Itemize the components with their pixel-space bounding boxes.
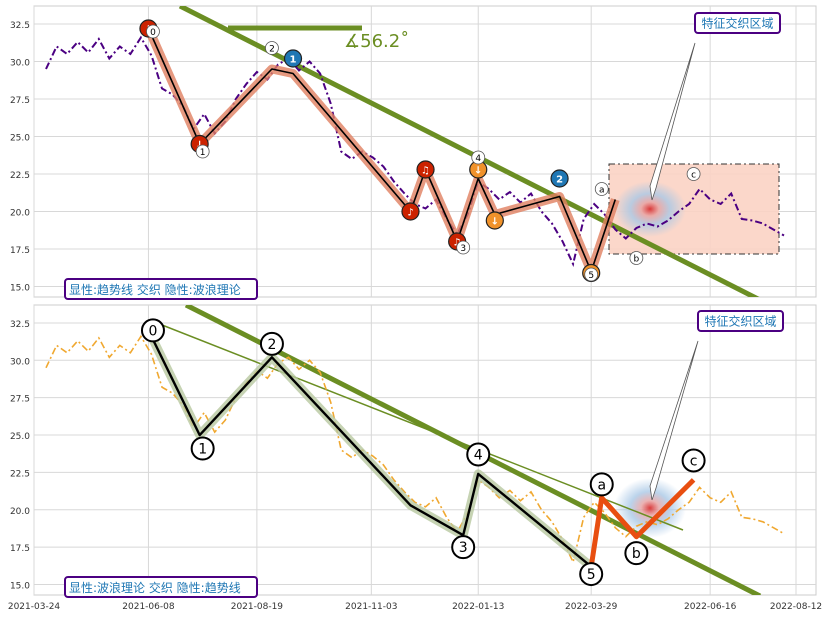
feature-hotspot bbox=[614, 478, 686, 538]
y-tick-label: 30.0 bbox=[10, 357, 30, 367]
abc-correction-line bbox=[588, 478, 696, 567]
annotation-box bbox=[64, 278, 258, 300]
wave-label-marker bbox=[624, 541, 649, 566]
down-arrow-icon-glyph: ↓ bbox=[491, 217, 499, 228]
wave-label: 5 bbox=[588, 271, 594, 281]
wave-label: c bbox=[690, 453, 698, 469]
down-arrow-icon-glyph: ↓ bbox=[474, 166, 482, 177]
wave-label: 1 bbox=[198, 442, 207, 458]
wave-label-marker bbox=[686, 167, 701, 181]
y-tick-label: 32.5 bbox=[10, 21, 30, 31]
y-tick-label: 25.0 bbox=[10, 134, 30, 144]
wave-label-marker bbox=[195, 144, 210, 159]
x-tick-label: 2021-11-03 bbox=[345, 602, 397, 612]
wave-label: 3 bbox=[460, 244, 466, 254]
wave-line bbox=[147, 28, 617, 273]
feature-label: 特征交织区域 bbox=[704, 314, 776, 329]
wave-one-badge bbox=[283, 49, 303, 68]
wave-one-badge-glyph: 1 bbox=[290, 55, 297, 66]
wave-label-marker bbox=[451, 535, 476, 560]
wave-line bbox=[147, 329, 592, 568]
y-tick-label: 20.0 bbox=[10, 209, 30, 219]
wave-label: 2 bbox=[267, 337, 276, 353]
annotation-text: 显性:波浪理论 交织 隐性:趋势线 bbox=[69, 580, 241, 595]
x-tick-label: 2021-08-19 bbox=[231, 602, 284, 612]
feature-label-box bbox=[697, 310, 784, 332]
angle-label: ∡56.2˚ bbox=[344, 31, 409, 52]
x-tick-label: 2021-03-24 bbox=[8, 602, 61, 612]
wave-label-marker bbox=[681, 448, 706, 473]
wave-label: a bbox=[599, 186, 605, 196]
wave-two-badge bbox=[550, 169, 569, 188]
y-tick-label: 22.5 bbox=[10, 171, 30, 181]
feature-hotspot bbox=[614, 181, 686, 237]
music-note-icon bbox=[401, 202, 420, 221]
wave-two-badge-glyph: 2 bbox=[556, 175, 563, 186]
wave-label: 3 bbox=[459, 540, 468, 556]
wave-label-marker bbox=[140, 318, 165, 343]
y-tick-label: 30.0 bbox=[10, 59, 30, 69]
wave-label-marker bbox=[589, 472, 614, 497]
y-tick-label: 17.5 bbox=[10, 544, 30, 554]
wave-label-marker bbox=[594, 182, 609, 196]
wave-label: b bbox=[632, 546, 641, 562]
wave-label-marker bbox=[584, 267, 599, 282]
wave-label-marker bbox=[265, 41, 279, 55]
wave-label-marker bbox=[259, 331, 284, 356]
wave-label-marker bbox=[190, 436, 215, 461]
wave-label: 4 bbox=[474, 447, 483, 463]
y-tick-label: 17.5 bbox=[10, 246, 30, 256]
wave-label-marker bbox=[146, 24, 160, 39]
wave-label: 2 bbox=[269, 45, 275, 55]
x-tick-label: 2022-03-29 bbox=[565, 602, 618, 612]
wave-label: 0 bbox=[150, 28, 156, 38]
wave-label-marker bbox=[629, 251, 644, 265]
trendline bbox=[178, 6, 760, 297]
y-tick-label: 32.5 bbox=[10, 320, 30, 330]
wave-label: b bbox=[634, 255, 640, 265]
wave-label: 0 bbox=[149, 323, 158, 339]
x-tick-label: 2021-06-08 bbox=[122, 602, 175, 612]
x-tick-label: 2022-06-16 bbox=[684, 602, 737, 612]
price-series-line bbox=[45, 334, 785, 565]
wave-label: 1 bbox=[200, 148, 206, 158]
wave-label: 5 bbox=[587, 567, 596, 583]
top-panel: 15.017.520.022.525.027.530.032.5↓↓1♪♫♫↓↓… bbox=[10, 5, 817, 300]
x-tick-label: 2022-08-12 bbox=[770, 602, 822, 612]
channel-line bbox=[156, 322, 684, 531]
feature-label: 特征交织区域 bbox=[701, 16, 773, 31]
wave-label: c bbox=[691, 171, 696, 181]
annotation-box bbox=[64, 576, 258, 598]
music-note-icon-glyph: ♫ bbox=[453, 238, 462, 249]
music-note-icon bbox=[416, 160, 435, 179]
y-tick-label: 15.0 bbox=[10, 582, 30, 592]
feature-label-box bbox=[694, 12, 781, 34]
wave-label-marker bbox=[456, 240, 471, 255]
music-note-icon-glyph: ♫ bbox=[421, 166, 430, 177]
y-tick-label: 27.5 bbox=[10, 395, 30, 405]
y-tick-label: 22.5 bbox=[10, 469, 30, 479]
callout-arrow bbox=[649, 340, 699, 501]
y-tick-label: 15.0 bbox=[10, 284, 30, 294]
y-tick-label: 25.0 bbox=[10, 432, 30, 442]
wave-label: a bbox=[597, 477, 606, 493]
bottom-panel: 15.0 17.5 20.0 22.5 25.0 27.5 30.0 32.5 2021-03-… bbox=[8, 304, 822, 612]
y-tick-label: 20.0 bbox=[10, 507, 30, 517]
y-tick-label: 27.5 bbox=[10, 96, 30, 106]
annotation-text: 显性:趋势线 交织 隐性:波浪理论 bbox=[69, 282, 241, 297]
music-note-icon-glyph: ♪ bbox=[407, 208, 413, 219]
down-arrow-icon bbox=[485, 211, 504, 230]
callout-arrow bbox=[649, 42, 696, 201]
wave-label-marker bbox=[471, 150, 486, 165]
wave-label-marker bbox=[579, 562, 604, 587]
wave-label-marker bbox=[466, 442, 491, 467]
x-tick-label: 2022-01-13 bbox=[452, 602, 504, 612]
wave-label: 4 bbox=[475, 154, 481, 164]
